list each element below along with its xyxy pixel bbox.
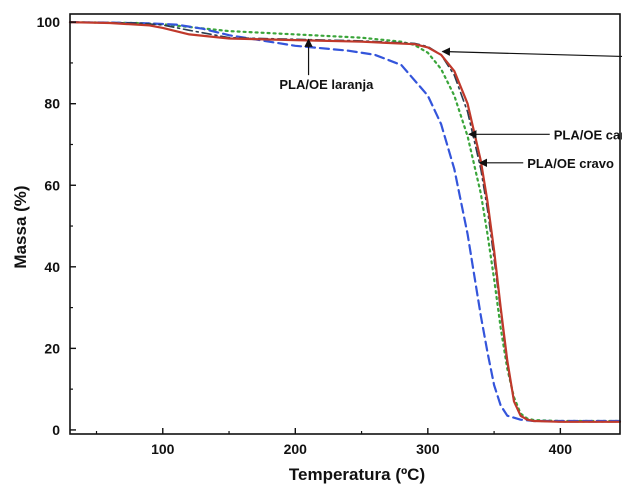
x-tick-label: 100 — [151, 441, 175, 457]
annotation-arrow-pla — [441, 47, 622, 58]
series-line-pla — [68, 21, 622, 423]
y-tick-label: 80 — [44, 96, 60, 112]
x-axis-title: Temperatura (ºC) — [289, 465, 425, 484]
y-tick-label: 100 — [37, 14, 61, 30]
x-tick-label: 400 — [549, 441, 573, 457]
annotation-label-pla-oe-laranja: PLA/OE laranja — [279, 77, 374, 92]
y-axis: 0 20 40 60 80 100 — [37, 14, 76, 438]
series-line-pla-oe-cravo — [68, 21, 622, 423]
series-layer — [68, 21, 622, 423]
annotation-label-pla-oe-canela: PLA/OE canela — [554, 127, 622, 142]
y-tick-label: 0 — [52, 422, 60, 438]
x-tick-label: 300 — [416, 441, 440, 457]
y-tick-label: 20 — [44, 340, 60, 356]
x-tick-label: 200 — [284, 441, 308, 457]
y-tick-label: 40 — [44, 259, 60, 275]
y-axis-title: Massa (%) — [11, 185, 30, 268]
x-axis: 100 200 300 400 — [95, 428, 573, 457]
y-tick-label: 60 — [44, 177, 60, 193]
plot-frame — [69, 13, 621, 435]
series-line-pla-oe-canela — [68, 21, 622, 423]
annotation-label-pla-oe-cravo: PLA/OE cravo — [527, 156, 614, 171]
